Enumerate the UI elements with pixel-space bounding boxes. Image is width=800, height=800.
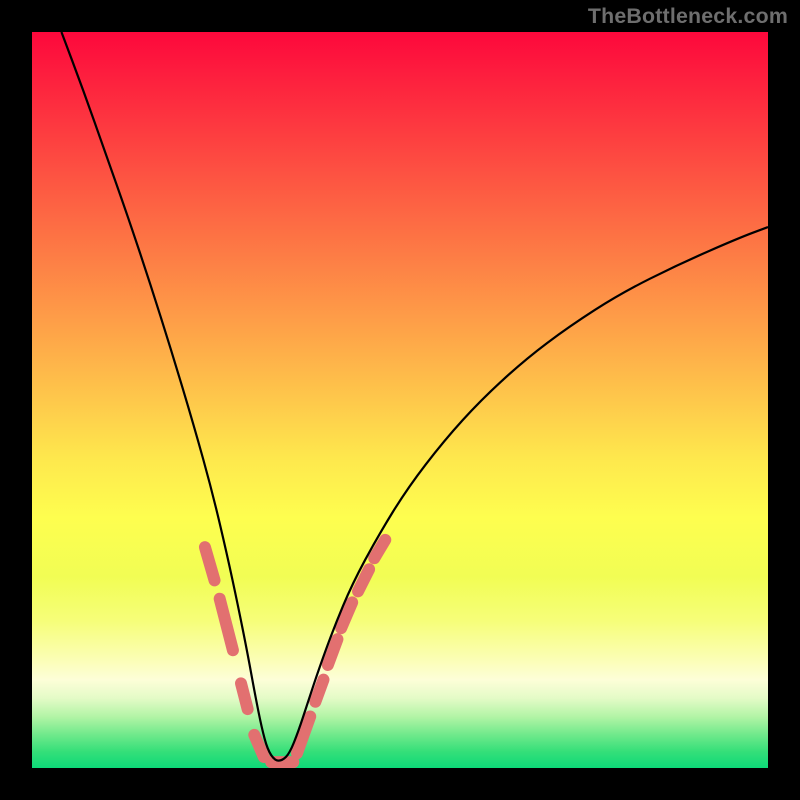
frame: TheBottleneck.com xyxy=(0,0,800,800)
plot-area xyxy=(32,32,768,768)
watermark-text: TheBottleneck.com xyxy=(588,4,788,29)
chart-svg xyxy=(32,32,768,768)
gradient-background xyxy=(32,32,768,768)
